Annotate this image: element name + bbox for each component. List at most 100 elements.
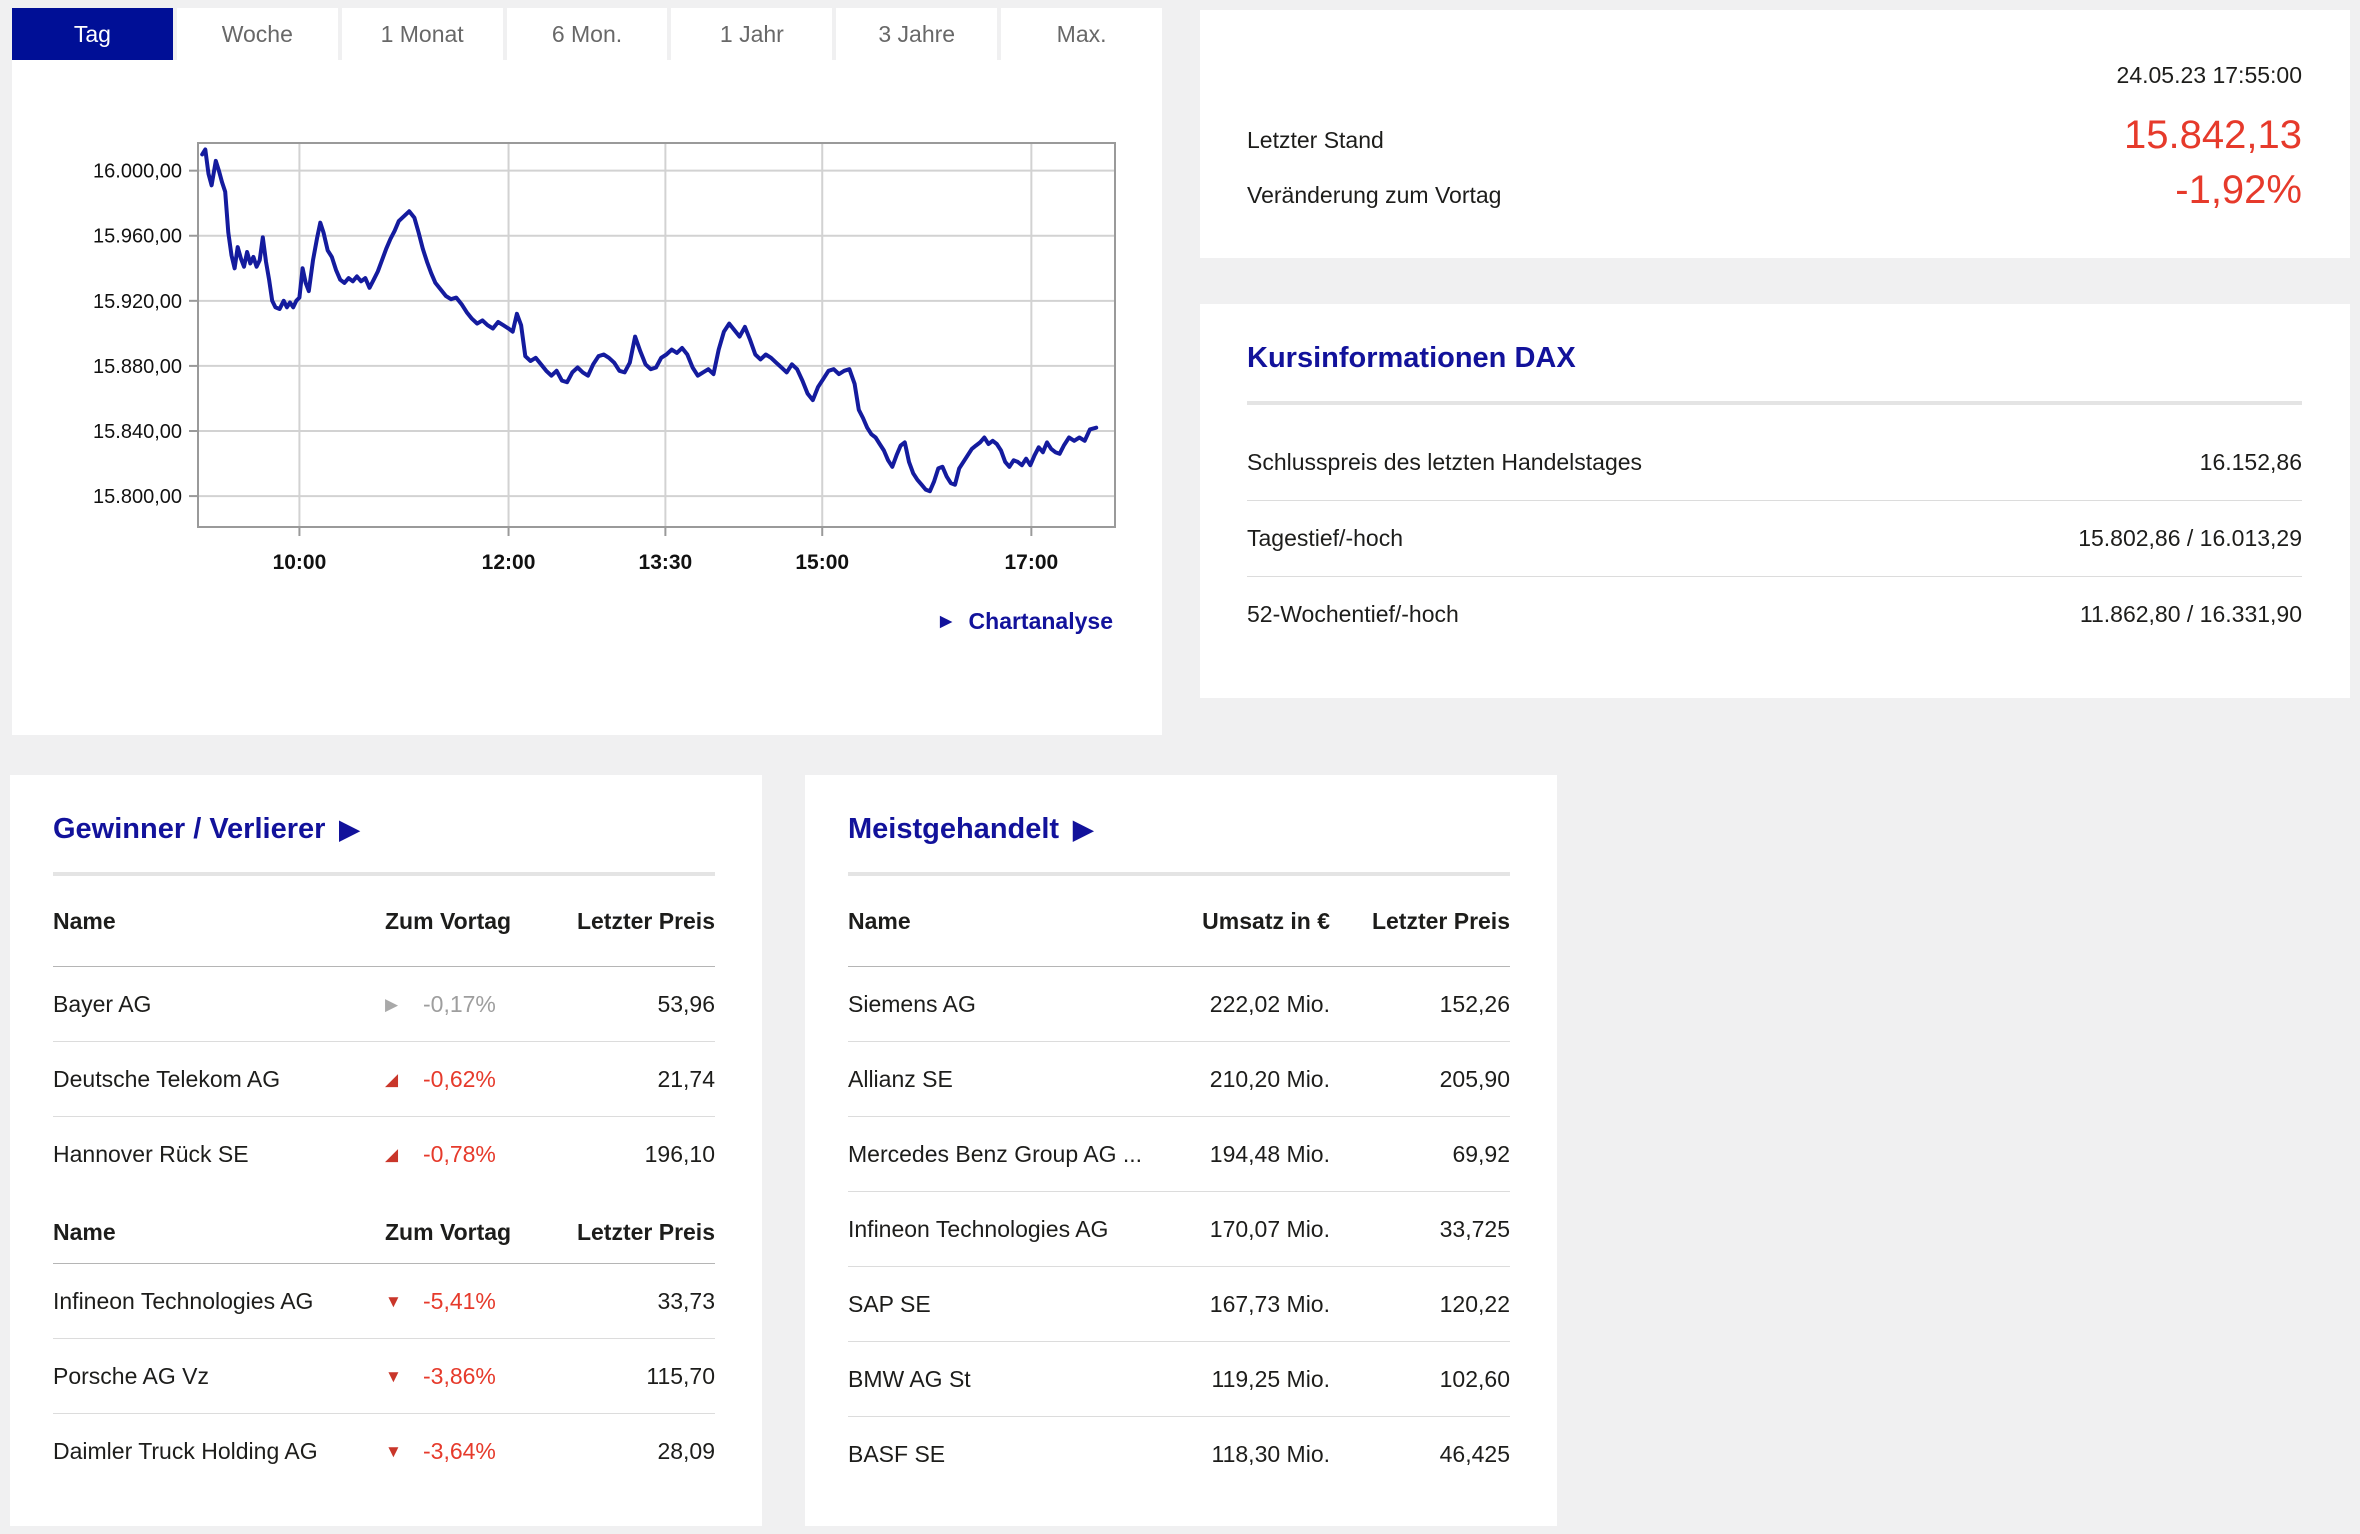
last-price-label: Letzter Stand	[1247, 127, 1384, 153]
stock-row[interactable]: Allianz SE 210,20 Mio. 205,90	[848, 1042, 1510, 1117]
svg-text:13:30: 13:30	[639, 551, 693, 574]
period-tab[interactable]: Tag	[12, 8, 173, 60]
volume: 118,30 Mio.	[1211, 1440, 1330, 1467]
chartanalyse-link[interactable]: ► Chartanalyse	[936, 608, 1113, 635]
quote-panel: 24.05.23 17:55:00 Letzter Stand 15.842,1…	[1200, 10, 2350, 258]
volume: 210,20 Mio.	[1209, 1065, 1330, 1092]
stock-name: SAP SE	[848, 1290, 931, 1317]
svg-text:15.840,00: 15.840,00	[93, 421, 182, 443]
change-percent: -3,64%	[423, 1437, 496, 1464]
stock-row[interactable]: BASF SE 118,30 Mio. 46,425	[848, 1417, 1510, 1491]
volume: 119,25 Mio.	[1211, 1365, 1330, 1392]
period-tab[interactable]: 6 Mon.	[506, 8, 668, 60]
kursinfo-row: Schlusspreis des letzten Handelstages 16…	[1247, 425, 2302, 500]
stock-name: Mercedes Benz Group AG ...	[848, 1140, 1140, 1167]
stock-row[interactable]: Deutsche Telekom AG ◢ -0,62% 21,74	[53, 1042, 715, 1117]
period-tab[interactable]: 1 Jahr	[671, 8, 833, 60]
stock-row[interactable]: SAP SE 167,73 Mio. 120,22	[848, 1267, 1510, 1342]
stock-name: Porsche AG Vz	[53, 1362, 209, 1389]
last-price: 196,10	[644, 1140, 715, 1167]
stock-name: Bayer AG	[53, 990, 152, 1017]
stock-row[interactable]: Bayer AG ▶ -0,17% 53,96	[53, 967, 715, 1042]
meistgehandelt-group: Name Umsatz in € Letzter Preis Siemens A…	[848, 876, 1510, 1491]
stock-row[interactable]: Hannover Rück SE ◢ -0,78% 196,10	[53, 1117, 715, 1191]
stock-row[interactable]: Siemens AG 222,02 Mio. 152,26	[848, 967, 1510, 1042]
change-direction-icon: ▼	[385, 1441, 402, 1461]
period-tab[interactable]: 1 Monat	[341, 8, 503, 60]
stock-name: Siemens AG	[848, 990, 976, 1017]
period-tab-bar: Tag Woche 1 Monat 6 Mon. 1 Jahr 3 Jahre …	[12, 8, 1163, 60]
period-tab[interactable]: 3 Jahre	[836, 8, 998, 60]
last-price: 120,22	[1439, 1290, 1510, 1317]
change-cell: ◢ -0,62%	[385, 1066, 555, 1093]
stock-row[interactable]: BMW AG St 119,25 Mio. 102,60	[848, 1342, 1510, 1417]
change-direction-icon: ◢	[385, 1144, 399, 1164]
last-price-value: 15.842,13	[2124, 113, 2302, 157]
last-price: 102,60	[1439, 1365, 1510, 1392]
change-percent: -0,78%	[423, 1140, 496, 1167]
header-change: Zum Vortag	[385, 1218, 512, 1245]
divider	[1247, 401, 2302, 405]
table-header: Name Umsatz in € Letzter Preis	[848, 876, 1510, 967]
dax-intraday-chart: 16.000,00 15.960,00 15.920,00 15.880,00 15.8…	[93, 142, 1116, 574]
last-price: 33,725	[1439, 1215, 1510, 1242]
header-change: Zum Vortag	[385, 907, 512, 934]
svg-text:10:00: 10:00	[273, 551, 327, 574]
header-name: Name	[848, 907, 911, 934]
volume: 222,02 Mio.	[1209, 990, 1330, 1017]
quote-timestamp: 24.05.23 17:55:00	[2116, 62, 2302, 88]
kursinfo-row-label: 52-Wochentief/-hoch	[1247, 601, 1459, 627]
kursinfo-row-value: 16.152,86	[2199, 449, 2302, 475]
kursinfo-row-label: Schlusspreis des letzten Handelstages	[1247, 449, 1643, 475]
change-cell: ◢ -0,78%	[385, 1141, 555, 1168]
stock-name: Daimler Truck Holding AG	[53, 1437, 318, 1464]
period-tab[interactable]: Woche	[176, 8, 338, 60]
stock-row[interactable]: Infineon Technologies AG 170,07 Mio. 33,…	[848, 1192, 1510, 1267]
volume: 194,48 Mio.	[1209, 1140, 1330, 1167]
chartanalyse-label: Chartanalyse	[968, 608, 1113, 634]
change-percent: -5,41%	[423, 1287, 496, 1314]
stock-name: Hannover Rück SE	[53, 1140, 249, 1167]
meistgehandelt-title[interactable]: Meistgehandelt ▶	[848, 813, 1510, 846]
change-cell: ▼ -3,64%	[385, 1438, 555, 1465]
gewinner-verlierer-title[interactable]: Gewinner / Verlierer ▶	[53, 813, 715, 846]
kursinfo-row: 52-Wochentief/-hoch 11.862,80 / 16.331,9…	[1247, 576, 2302, 652]
kursinfo-row-label: Tagestief/-hoch	[1247, 525, 1403, 551]
last-price: 53,96	[657, 990, 715, 1017]
last-price: 69,92	[1452, 1140, 1510, 1167]
header-price: Letzter Preis	[576, 1218, 715, 1245]
stock-name: BASF SE	[848, 1440, 946, 1467]
stock-row[interactable]: Porsche AG Vz ▼ -3,86% 115,70	[53, 1339, 715, 1414]
svg-text:17:00: 17:00	[1004, 551, 1058, 574]
chart-panel: 16.000,00 15.960,00 15.920,00 15.880,00 15.8…	[12, 60, 1162, 735]
divider	[848, 872, 1510, 876]
last-price: 205,90	[1439, 1065, 1510, 1092]
svg-text:16.000,00: 16.000,00	[93, 161, 182, 183]
svg-text:15.880,00: 15.880,00	[93, 356, 182, 378]
stock-row[interactable]: Daimler Truck Holding AG ▼ -3,64% 28,09	[53, 1414, 715, 1488]
last-price: 152,26	[1439, 990, 1510, 1017]
stock-row[interactable]: Mercedes Benz Group AG ... 194,48 Mio. 6…	[848, 1117, 1510, 1192]
kursinfo-row: Tagestief/-hoch 15.802,86 / 16.013,29	[1247, 500, 2302, 576]
table-header: Name Zum Vortag Letzter Preis	[53, 876, 715, 967]
stock-name: BMW AG St	[848, 1365, 971, 1392]
change-value: -1,92%	[2175, 168, 2302, 212]
change-percent: -0,17%	[423, 990, 496, 1017]
kursinformationen-panel: Kursinformationen DAX Schlusspreis des l…	[1200, 304, 2350, 698]
change-direction-icon: ◢	[385, 1069, 399, 1089]
period-tab[interactable]: Max.	[1001, 8, 1163, 60]
divider	[53, 872, 715, 876]
change-cell: ▶ -0,17%	[385, 991, 555, 1018]
header-price: Letzter Preis	[576, 907, 715, 934]
change-label: Veränderung zum Vortag	[1247, 182, 1502, 208]
stock-name: Infineon Technologies AG	[848, 1215, 1109, 1242]
svg-text:15.960,00: 15.960,00	[93, 226, 182, 248]
header-volume: Umsatz in €	[1202, 907, 1330, 934]
last-price-row: Letzter Stand 15.842,13	[1247, 113, 2302, 158]
svg-text:15.920,00: 15.920,00	[93, 291, 182, 313]
volume: 170,07 Mio.	[1209, 1215, 1330, 1242]
stock-row[interactable]: Infineon Technologies AG ▼ -5,41% 33,73	[53, 1264, 715, 1339]
volume: 167,73 Mio.	[1209, 1290, 1330, 1317]
change-direction-icon: ▼	[385, 1366, 402, 1386]
